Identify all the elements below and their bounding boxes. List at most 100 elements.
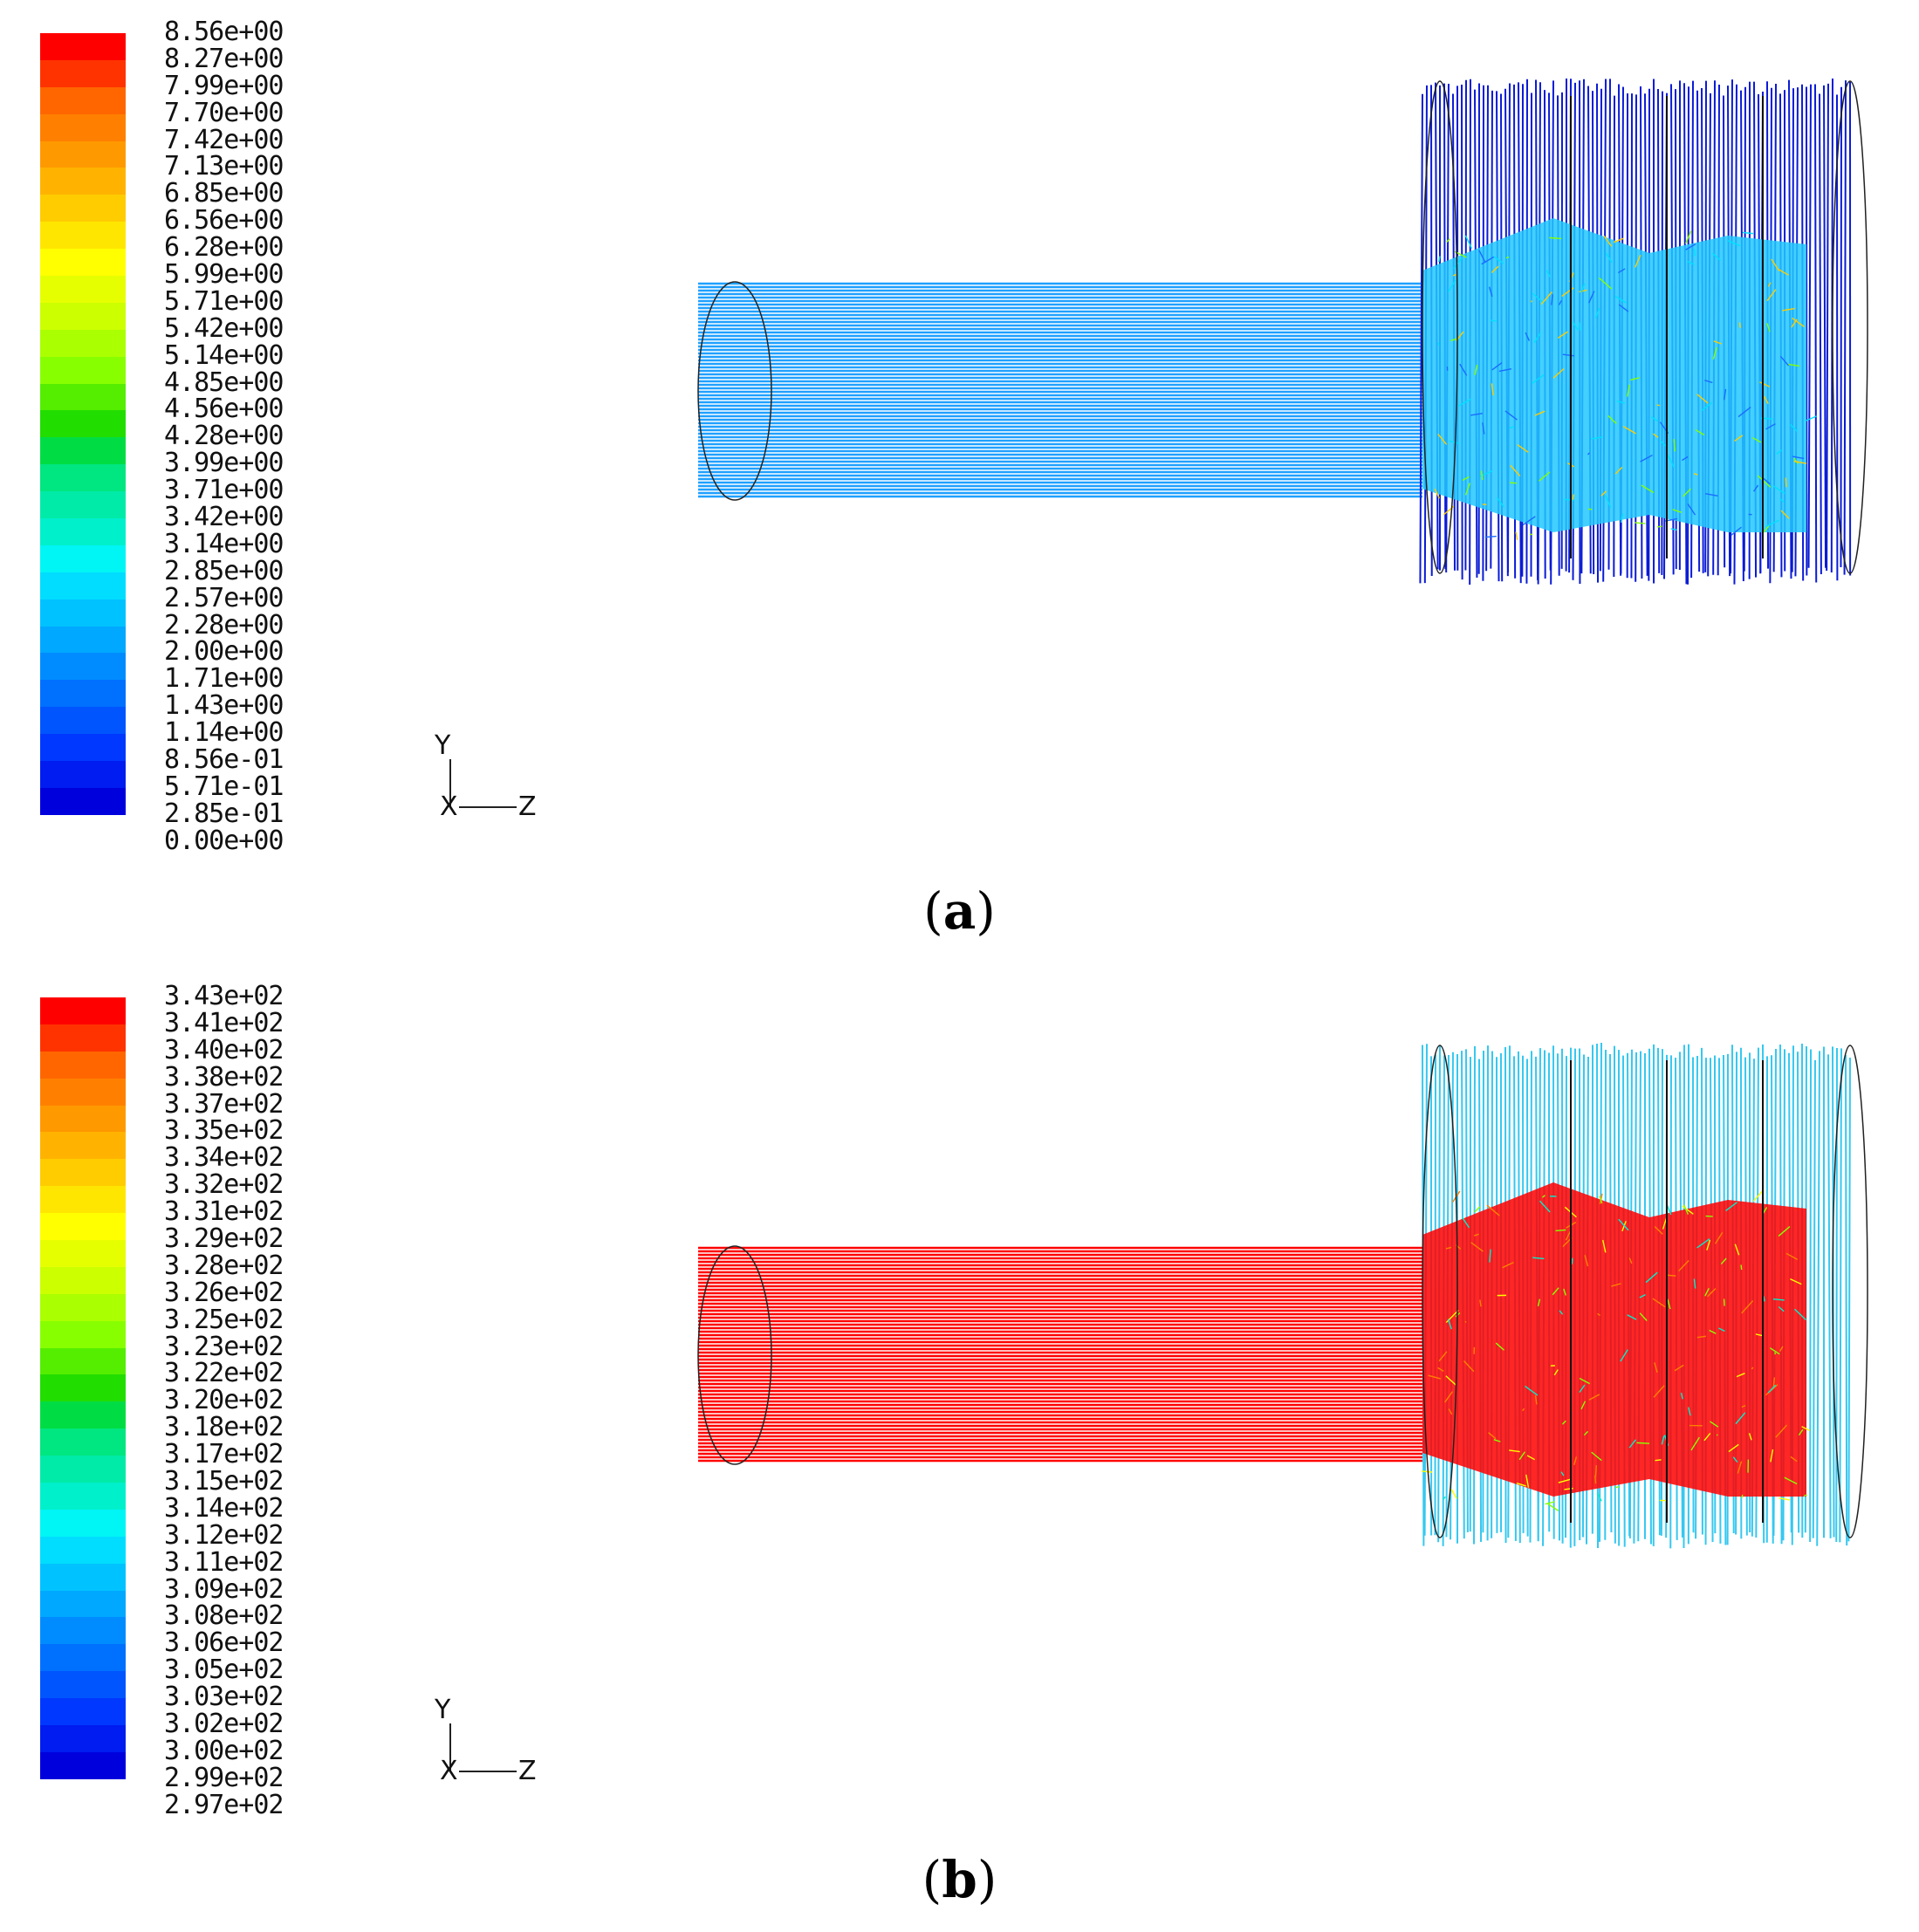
mixing-pathline xyxy=(1652,1298,1666,1308)
mixing-pathline xyxy=(1628,1439,1636,1449)
legend-swatch xyxy=(40,1401,126,1429)
mixing-pathline xyxy=(1447,279,1456,292)
mixing-pathline xyxy=(1450,1489,1457,1499)
legend-swatch xyxy=(40,168,126,195)
mixing-pathline xyxy=(1636,1442,1650,1444)
legend-swatch xyxy=(40,491,126,519)
mixing-pathline xyxy=(1693,473,1698,476)
pathline-plot xyxy=(697,79,1868,585)
legend-tick-label: 5.71e+00 xyxy=(164,285,284,317)
legend-tick-label: 3.17e+02 xyxy=(164,1439,284,1470)
legend-swatch xyxy=(40,195,126,223)
mixing-pathline xyxy=(1792,317,1806,328)
legend-swatch xyxy=(40,1644,126,1672)
chamber-front-face xyxy=(1422,80,1458,574)
caption-b-label: b xyxy=(942,1850,977,1909)
mixing-pathline xyxy=(1614,1486,1620,1489)
mixing-pathline xyxy=(1765,423,1776,430)
pathline-plot xyxy=(697,1043,1868,1549)
panel-a: 8.56e+00 8.27e+00 7.99e+00 7.70e+00 7.42e+00… xyxy=(0,0,1919,964)
mixing-pathline xyxy=(1670,528,1677,531)
mixing-pathline xyxy=(1534,1394,1538,1405)
jet-core-region xyxy=(1422,218,1806,532)
legend-swatch xyxy=(40,1266,126,1294)
mixing-pathline xyxy=(1583,1430,1589,1436)
mixing-pathline xyxy=(1539,1200,1551,1213)
chamber-pathline xyxy=(1826,83,1829,571)
mixing-pathline xyxy=(1803,1494,1807,1497)
legend-tick-label: 3.03e+02 xyxy=(164,1682,284,1713)
axis-y-label: Y xyxy=(435,730,451,761)
legend-tick-label: 3.05e+02 xyxy=(164,1655,284,1686)
chamber-back-face xyxy=(1832,1045,1868,1538)
mixing-pathline xyxy=(1741,1405,1746,1408)
legend-tick-label: 4.85e+00 xyxy=(164,367,284,398)
legend-tick-label: 6.56e+00 xyxy=(164,205,284,236)
mixing-pathline xyxy=(1790,1278,1802,1285)
mixing-pathline xyxy=(1614,295,1627,304)
mixing-pathline xyxy=(1443,1496,1446,1500)
mixing-pathline xyxy=(1563,1288,1566,1296)
mixing-pathline xyxy=(1515,531,1518,540)
mixing-pathline xyxy=(1767,282,1772,287)
mixing-pathline xyxy=(1537,1298,1541,1307)
legend-tick-label: 3.34e+02 xyxy=(164,1142,284,1174)
legend-swatch xyxy=(40,437,126,465)
mixing-pathline xyxy=(1491,362,1503,371)
mixing-pathline xyxy=(1688,1407,1691,1416)
mixing-pathline xyxy=(1711,252,1721,261)
mixing-pathline xyxy=(1772,1298,1785,1301)
mixing-pathline xyxy=(1763,1296,1765,1302)
mixing-pathline xyxy=(1444,1391,1453,1403)
mixing-pathline xyxy=(1696,394,1709,404)
legend-swatch xyxy=(40,680,126,708)
mixing-pathline xyxy=(1674,1364,1684,1372)
mixing-pathline xyxy=(1516,1482,1526,1487)
legend-swatch xyxy=(40,1374,126,1402)
mixing-pathline xyxy=(1504,410,1518,421)
mixing-pathline xyxy=(1437,433,1448,445)
mixing-pathline xyxy=(1751,1367,1754,1370)
mixing-pathline xyxy=(1653,433,1659,438)
legend-swatch xyxy=(40,1751,126,1779)
legend-swatch xyxy=(40,1105,126,1133)
mixing-pathline xyxy=(1558,1478,1572,1483)
legend-swatch xyxy=(40,1051,126,1079)
axes-triad-lines xyxy=(449,1723,517,1772)
legend-tick-label: 2.28e+00 xyxy=(164,609,284,641)
mixing-pathline xyxy=(1654,1225,1663,1235)
mixing-pathline xyxy=(1605,495,1612,508)
mixing-pathline xyxy=(1766,289,1777,302)
legend-swatch xyxy=(40,518,126,545)
mixing-pathline xyxy=(1772,485,1785,495)
chamber-pathline xyxy=(1832,1046,1835,1538)
legend-swatch xyxy=(40,545,126,572)
chamber-pathline xyxy=(1839,1048,1842,1543)
legend-tick-label: 2.57e+00 xyxy=(164,582,284,613)
mixing-pathline xyxy=(1525,332,1531,341)
legend-tick-label: 3.08e+02 xyxy=(164,1600,284,1632)
legend-tick-label: 3.41e+02 xyxy=(164,1007,284,1038)
mixing-pathline xyxy=(1594,1475,1597,1484)
mixing-pathline xyxy=(1603,235,1613,247)
mixing-pathline xyxy=(1522,516,1536,526)
mixing-pathline xyxy=(1645,1271,1658,1284)
mixing-pathline xyxy=(1778,1226,1791,1237)
legend-tick-label: 3.02e+02 xyxy=(164,1709,284,1740)
mixing-pathline xyxy=(1545,270,1551,277)
legend-tick-label: 6.28e+00 xyxy=(164,232,284,264)
mixing-pathline xyxy=(1655,1459,1662,1462)
mixing-pathline xyxy=(1740,1264,1743,1271)
legend-swatch xyxy=(40,1590,126,1618)
mixing-pathline xyxy=(1738,322,1741,328)
legend-swatch xyxy=(40,113,126,141)
mixing-pathline xyxy=(1598,277,1613,290)
mixing-pathline xyxy=(1558,299,1563,305)
mixing-pathline xyxy=(1532,1257,1545,1260)
mixing-pathline xyxy=(1552,1287,1559,1296)
mixing-pathline xyxy=(1553,1369,1559,1376)
legend-swatch xyxy=(40,59,126,87)
mixing-pathline xyxy=(1478,250,1486,264)
legend-tick-labels: 8.56e+00 8.27e+00 7.99e+00 7.70e+00 7.42e+00… xyxy=(164,18,356,855)
mixing-pathline xyxy=(1683,1204,1689,1215)
